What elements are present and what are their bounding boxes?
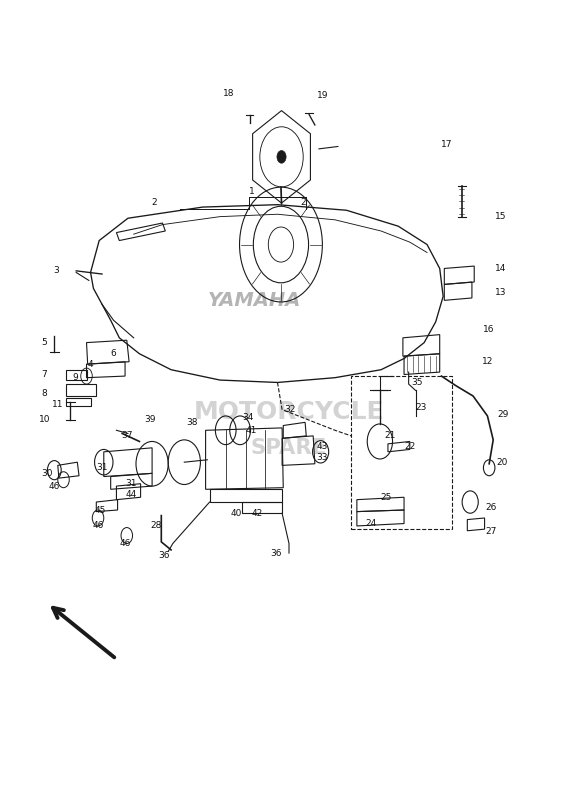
Text: 36: 36 [271,549,282,558]
Text: 19: 19 [317,91,328,100]
Text: 27: 27 [486,527,497,536]
Text: 2: 2 [301,198,306,206]
Text: 46: 46 [49,482,60,490]
Text: 29: 29 [497,410,509,419]
Text: 20: 20 [496,458,507,466]
Text: 6: 6 [110,350,116,358]
Text: 8: 8 [42,389,47,398]
Text: 10: 10 [39,414,50,424]
Text: 41: 41 [246,426,257,434]
Text: 46: 46 [120,539,131,548]
Text: 25: 25 [380,493,391,502]
Text: 24: 24 [365,519,376,528]
Text: 21: 21 [384,431,395,440]
Text: 11: 11 [52,400,64,410]
Text: 43: 43 [317,442,328,450]
Text: 15: 15 [495,212,506,221]
Text: 16: 16 [483,326,495,334]
Text: 32: 32 [284,405,296,414]
Text: 35: 35 [411,378,423,387]
Text: 36: 36 [158,551,169,560]
Text: 45: 45 [95,506,106,514]
Text: 12: 12 [482,358,493,366]
Text: 31: 31 [125,479,136,488]
Text: 3: 3 [53,266,59,275]
Text: 46: 46 [92,522,103,530]
Text: 14: 14 [495,264,506,273]
Text: MOTORCYCLE: MOTORCYCLE [194,400,384,424]
Text: 34: 34 [242,413,253,422]
Text: 33: 33 [317,453,328,462]
Circle shape [277,150,286,163]
Text: 39: 39 [144,415,155,425]
Text: 18: 18 [223,89,234,98]
Text: SPARE: SPARE [251,438,327,458]
Text: 5: 5 [42,338,47,347]
Text: 30: 30 [42,469,53,478]
Text: 26: 26 [486,503,497,512]
Text: 17: 17 [442,140,453,150]
Text: 40: 40 [231,509,242,518]
Text: 23: 23 [416,403,427,413]
Text: 9: 9 [72,373,78,382]
Text: 1: 1 [249,186,254,196]
Text: 22: 22 [404,442,416,450]
Text: 4: 4 [88,360,94,369]
Text: 2: 2 [151,198,157,206]
Text: 13: 13 [495,288,506,297]
Text: 42: 42 [252,509,263,518]
Text: 37: 37 [121,431,132,440]
Text: 38: 38 [187,418,198,427]
Text: 28: 28 [150,522,161,530]
Text: 44: 44 [125,490,136,498]
Text: 7: 7 [42,370,47,379]
Text: 31: 31 [97,463,108,472]
Text: YAMAHA: YAMAHA [208,291,301,310]
